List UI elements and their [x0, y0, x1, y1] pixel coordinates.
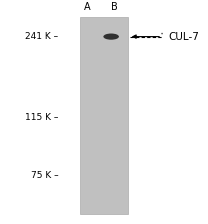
Text: 241 K –: 241 K –	[25, 32, 58, 41]
Text: A: A	[84, 2, 90, 12]
Bar	[80, 17, 128, 214]
Text: 75 K –: 75 K –	[31, 171, 58, 180]
Text: CUL-7: CUL-7	[168, 32, 199, 42]
Ellipse shape	[103, 34, 119, 40]
Text: 115 K –: 115 K –	[25, 113, 58, 122]
Text: B: B	[111, 2, 118, 12]
